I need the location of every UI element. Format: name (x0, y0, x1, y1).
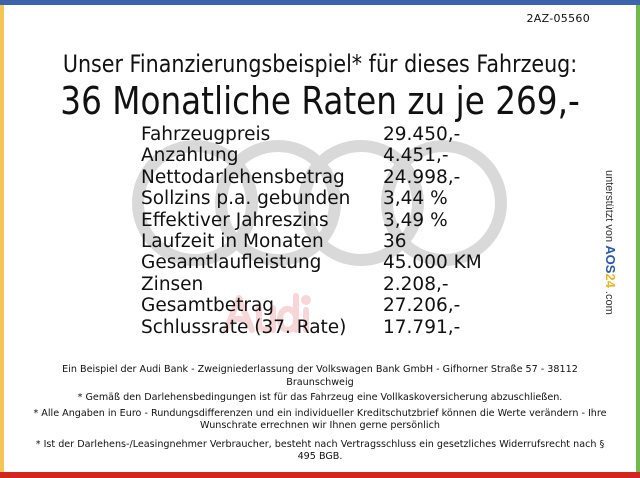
row-label: Nettodarlehensbetrag (141, 166, 345, 188)
row-label: Sollzins p.a. gebunden (141, 188, 351, 210)
row-label: Fahrzeugpreis (141, 124, 271, 145)
row-label: Zinsen (141, 273, 204, 295)
ring-4 (381, 140, 507, 266)
sponsor-brand-b: 24 (603, 273, 618, 288)
row-value: 27.206,- (383, 295, 461, 317)
row-label: Laufzeit in Monaten (141, 231, 324, 253)
sponsor-prefix: unterstützt von (603, 170, 615, 243)
ring-3 (298, 140, 424, 266)
ring-1 (132, 140, 258, 266)
row-value: 3,49 % (383, 209, 448, 231)
letter-a (223, 295, 255, 333)
footer-disclaimer: Ein Beispiel der Audi Bank - Zweignieder… (30, 364, 610, 467)
row-label: Gesamtbetrag (141, 295, 275, 317)
letter-u (256, 305, 276, 333)
bottom-border (0, 472, 640, 478)
sponsor-brand-a: AOS (603, 245, 618, 274)
table-row: Laufzeit in Monaten 36 (141, 231, 482, 252)
ring-2 (215, 140, 341, 266)
row-value: 17.791,- (383, 316, 461, 338)
footer-line: Ein Beispiel der Audi Bank - Zweignieder… (62, 364, 578, 388)
table-row: Nettodarlehensbetrag 24.998,- (141, 167, 482, 188)
table-row: Gesamtlaufleistung 45.000 KM (141, 252, 482, 273)
sponsor-suffix: .com (603, 290, 615, 315)
row-value: 3,44 % (383, 188, 448, 210)
footer-line: * Alle Angaben in Euro - Rundungsdiffere… (33, 407, 607, 432)
table-row: Sollzins p.a. gebunden 3,44 % (141, 188, 482, 209)
table-row: Effektiver Jahreszins 3,49 % (141, 210, 482, 231)
subheadline: 36 Monatliche Raten zu je 269,- (60, 79, 580, 123)
table-row: Gesamtbetrag 27.206,- (141, 295, 482, 316)
row-value: 36 (383, 231, 407, 253)
financing-table: Fahrzeugpreis 29.450,- Anzahlung 4.451,- Net… (141, 124, 482, 338)
table-row: Anzahlung 4.451,- (141, 145, 482, 166)
letter-d (277, 293, 299, 333)
footer-line: * Ist der Darlehens-/Leasingnehmer Verbr… (35, 438, 605, 463)
footer-line: * Gemäß den Darlehensbedingungen ist für… (77, 392, 563, 403)
right-border (636, 5, 640, 472)
top-border (0, 0, 640, 5)
table-row: Fahrzeugpreis 29.450,- (141, 124, 482, 145)
row-value: 2.208,- (383, 273, 449, 295)
row-value: 45.000 KM (383, 252, 482, 274)
row-label: Anzahlung (141, 145, 239, 167)
row-value: 4.451,- (383, 145, 449, 167)
headline: Unser Finanzierungsbeispiel* für dieses … (62, 50, 578, 78)
table-row: Zinsen 2.208,- (141, 274, 482, 295)
left-border (0, 5, 4, 472)
row-value: 24.998,- (383, 166, 461, 188)
row-label: Effektiver Jahreszins (141, 209, 329, 231)
row-value: 29.450,- (383, 124, 461, 145)
ad-id: 2AZ-05560 (526, 12, 590, 25)
row-label: Schlussrate (37. Rate) (141, 316, 347, 338)
table-row: Schlussrate (37. Rate) 17.791,- (141, 317, 482, 338)
sponsor-credit: unterstützt von AOS24 .com (600, 170, 630, 355)
letter-i-dot (301, 295, 311, 305)
audi-logo-lettering (223, 293, 311, 333)
row-label: Gesamtlaufleistung (141, 252, 322, 274)
